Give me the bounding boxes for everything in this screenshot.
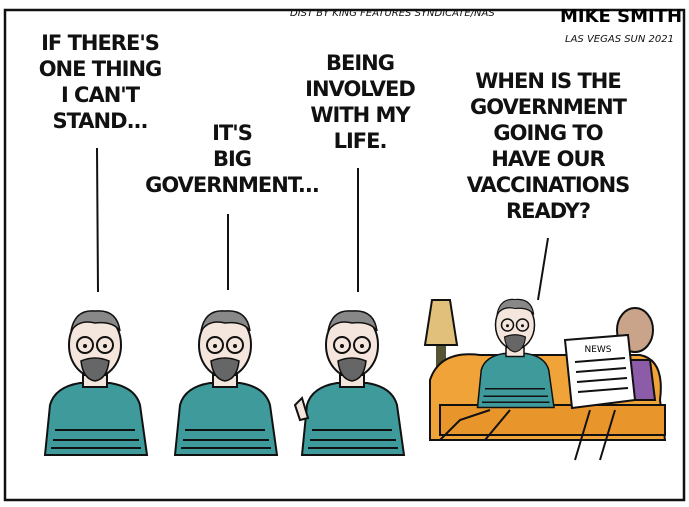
speech-line: BEING <box>326 51 394 75</box>
speech-line: WITH MY <box>310 103 411 127</box>
speech-line: VACCINATIONS <box>467 173 630 197</box>
syndicate-credit: DIST BY KING FEATURES SYNDICATE/NAS <box>290 8 495 19</box>
speech-line: IT'S <box>212 121 252 145</box>
artist-signature: MIKE SMITH <box>560 6 682 27</box>
speech-line: IF THERE'S <box>41 31 159 55</box>
speech-line: I CAN'T <box>61 83 141 107</box>
speech-line: HAVE OUR <box>491 147 605 171</box>
speech-line: STAND... <box>52 109 147 133</box>
cartoon: DIST BY KING FEATURES SYNDICATE/NAS MIKE… <box>0 0 689 507</box>
speech-line: GOVERNMENT <box>470 95 628 119</box>
speech-line: LIFE. <box>334 129 387 153</box>
speech-line: GOVERNMENT... <box>145 173 319 197</box>
speech-line: GOING TO <box>493 121 602 145</box>
speech-line: INVOLVED <box>305 77 415 101</box>
speech-line: READY? <box>506 199 590 223</box>
speech-line: BIG <box>213 147 251 171</box>
speech-line: WHEN IS THE <box>475 69 620 93</box>
couch-seat <box>440 405 665 435</box>
newspaper-title: NEWS <box>584 345 611 355</box>
paper-credit: LAS VEGAS SUN 2021 <box>565 34 674 45</box>
speech-line: ONE THING <box>39 57 162 81</box>
